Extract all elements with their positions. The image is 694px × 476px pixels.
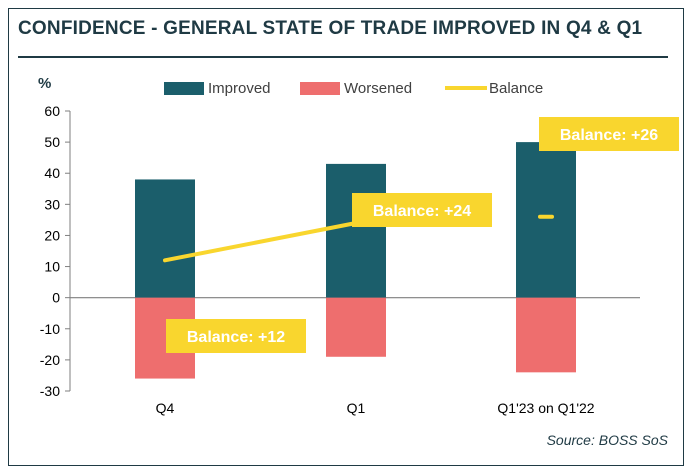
x-tick-label: Q4 xyxy=(156,400,175,416)
x-tick-label: Q1 xyxy=(347,400,366,416)
x-tick-label: Q1'23 on Q1'22 xyxy=(497,400,594,416)
bar-worsened xyxy=(326,297,386,357)
y-tick-label: 40 xyxy=(44,165,60,181)
legend-label: Improved xyxy=(208,80,271,97)
balance-line-segment xyxy=(163,221,358,263)
bar-improved xyxy=(326,163,386,298)
legend-swatch xyxy=(164,82,204,95)
balance-callout-label: Balance: +12 xyxy=(187,329,285,346)
y-tick-label: 20 xyxy=(44,227,60,243)
bar-improved xyxy=(516,142,576,298)
source-note: Source: BOSS SoS xyxy=(546,432,668,448)
y-tick-label: -20 xyxy=(40,352,60,368)
legend-label: Balance xyxy=(489,80,543,97)
title-divider xyxy=(18,56,668,58)
y-tick-label: 60 xyxy=(44,103,60,119)
chart-title: CONFIDENCE - GENERAL STATE OF TRADE IMPR… xyxy=(18,18,643,39)
y-tick-label: -10 xyxy=(40,321,60,337)
balance-callout-box xyxy=(166,319,306,353)
bar-improved xyxy=(135,179,195,298)
legend-swatch xyxy=(300,82,340,95)
balance-callout-label: Balance: +26 xyxy=(560,127,658,144)
y-tick-label: -30 xyxy=(40,383,60,399)
balance-callout-label: Balance: +24 xyxy=(373,203,471,220)
y-tick-label: 10 xyxy=(44,259,60,275)
y-axis-label: % xyxy=(38,75,51,92)
balance-callout-box xyxy=(539,117,679,151)
y-tick-label: 0 xyxy=(52,290,60,306)
legend-label: Worsened xyxy=(344,80,412,97)
y-tick-label: 30 xyxy=(44,196,60,212)
balance-callout-box xyxy=(352,193,492,227)
bar-worsened xyxy=(516,297,576,373)
y-tick-label: 50 xyxy=(44,134,60,150)
